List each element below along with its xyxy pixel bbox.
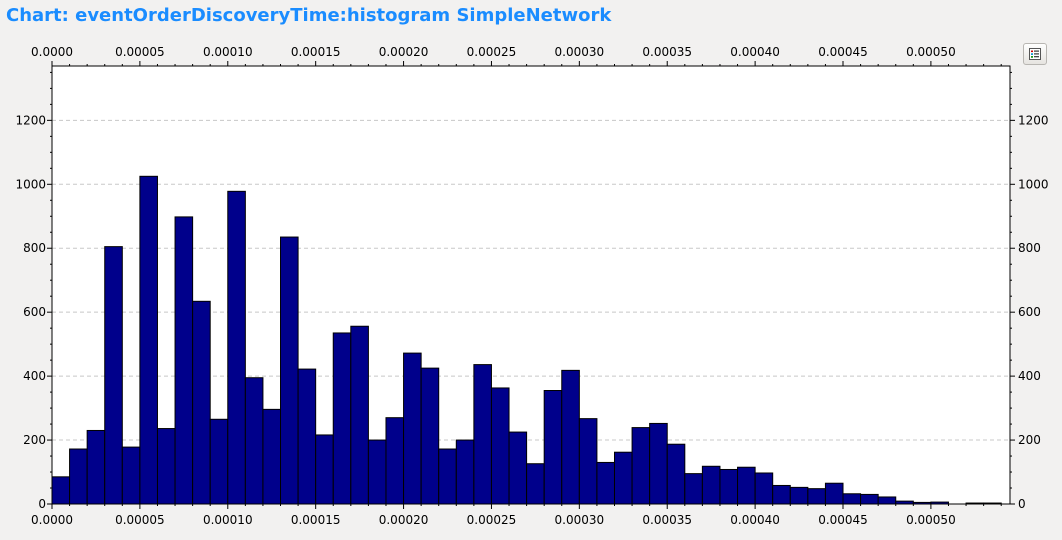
x-tick-label-bottom: 0.00040 xyxy=(730,513,780,527)
histogram-bar xyxy=(262,408,282,505)
legend-list-icon xyxy=(1029,48,1041,60)
histogram-bar xyxy=(613,451,633,505)
histogram-bar xyxy=(244,377,264,505)
histogram-bar xyxy=(455,439,475,505)
histogram-bar xyxy=(490,387,510,505)
axes: 0 0 200 200 400 400 600 600 800 800 1000 1000 1200 12… xyxy=(15,45,1048,527)
x-tick-label-bottom: 0.00015 xyxy=(291,513,341,527)
histogram-bar xyxy=(227,190,246,505)
histogram-bar xyxy=(666,443,686,505)
x-tick-label-top: 0.00030 xyxy=(555,45,605,59)
y-tick-label-left: 0 xyxy=(38,497,46,511)
histogram-bar xyxy=(772,484,791,505)
histogram-bar xyxy=(86,429,106,505)
histogram-bar xyxy=(701,465,721,505)
histogram-bar xyxy=(350,325,369,505)
histogram-bar xyxy=(297,368,317,505)
histogram-bar xyxy=(789,486,809,505)
x-tick-label-top: 0.00005 xyxy=(115,45,165,59)
histogram-bar xyxy=(596,461,615,505)
x-tick-label-top: 0.00050 xyxy=(906,45,956,59)
histogram-bar xyxy=(367,439,387,505)
histogram-bar xyxy=(561,369,580,505)
histogram-bar xyxy=(754,472,774,505)
x-tick-label-bottom: 0.00005 xyxy=(115,513,165,527)
x-tick-label-bottom: 0.00045 xyxy=(818,513,868,527)
x-tick-label-top: 0.00035 xyxy=(642,45,692,59)
x-tick-label-top: 0.00045 xyxy=(818,45,868,59)
histogram-bar xyxy=(526,463,545,505)
x-tick-label-bottom: 0.00050 xyxy=(906,513,956,527)
histogram-bar xyxy=(51,476,71,505)
y-tick-label-left: 800 xyxy=(23,241,46,255)
histogram-bar xyxy=(403,352,422,505)
histogram-bar xyxy=(860,493,879,505)
y-tick-label-left: 600 xyxy=(23,305,46,319)
histogram-bar xyxy=(578,418,598,505)
histogram-bar xyxy=(807,488,826,505)
histogram-bar xyxy=(508,431,528,505)
histogram-bar xyxy=(209,418,229,505)
histogram-bar xyxy=(385,417,405,505)
y-tick-label-left: 200 xyxy=(23,433,46,447)
x-tick-label-top: 0.00020 xyxy=(379,45,429,59)
y-tick-label-right: 1200 xyxy=(1018,113,1049,127)
grid-lines xyxy=(52,119,1010,441)
histogram-bar xyxy=(684,473,703,505)
y-tick-label-right: 1000 xyxy=(1018,177,1049,191)
plot-frame xyxy=(51,65,1011,505)
histogram-bar xyxy=(156,428,176,505)
histogram-bar xyxy=(332,332,352,505)
x-tick-label-top: 0.00010 xyxy=(203,45,253,59)
histogram-bar xyxy=(842,493,862,505)
x-tick-label-bottom: 0.00035 xyxy=(642,513,692,527)
histogram-bar xyxy=(192,300,211,505)
bars xyxy=(51,175,1002,505)
y-tick-label-right: 800 xyxy=(1018,241,1041,255)
histogram-bar xyxy=(438,448,457,505)
histogram-bar xyxy=(420,367,440,505)
histogram-bar xyxy=(631,427,651,505)
histogram-bar xyxy=(737,466,756,505)
histogram-bar xyxy=(649,422,668,505)
x-tick-label-bottom: 0.00010 xyxy=(203,513,253,527)
x-tick-label-bottom: 0.00020 xyxy=(379,513,429,527)
y-tick-label-left: 1200 xyxy=(15,113,46,127)
y-tick-label-right: 200 xyxy=(1018,433,1041,447)
histogram-bar xyxy=(719,468,739,505)
histogram-bar xyxy=(315,434,334,505)
histogram-bar xyxy=(877,496,897,505)
y-tick-label-left: 1000 xyxy=(15,177,46,191)
x-tick-label-bottom: 0.00025 xyxy=(467,513,517,527)
x-tick-label-top: 0.00025 xyxy=(467,45,517,59)
legend-button[interactable] xyxy=(1023,43,1047,65)
histogram-bar xyxy=(104,246,123,505)
histogram-bar xyxy=(121,446,141,505)
histogram-bar xyxy=(543,390,563,505)
histogram-bar xyxy=(139,175,158,505)
histogram-bar xyxy=(824,482,844,505)
y-tick-label-left: 400 xyxy=(23,369,46,383)
y-tick-label-right: 400 xyxy=(1018,369,1041,383)
x-tick-label-bottom: 0.00030 xyxy=(555,513,605,527)
x-tick-label-top: 0.00040 xyxy=(730,45,780,59)
x-tick-label-top: 0.0000 xyxy=(31,45,73,59)
x-tick-label-top: 0.00015 xyxy=(291,45,341,59)
y-tick-label-right: 0 xyxy=(1018,497,1026,511)
page-title: Chart: eventOrderDiscoveryTime:histogram… xyxy=(6,5,612,26)
x-tick-label-bottom: 0.0000 xyxy=(31,513,73,527)
histogram-bar xyxy=(473,364,492,505)
y-tick-label-right: 600 xyxy=(1018,305,1041,319)
histogram-bar xyxy=(174,216,194,505)
histogram-bar xyxy=(69,448,88,505)
histogram-bar xyxy=(280,236,299,505)
